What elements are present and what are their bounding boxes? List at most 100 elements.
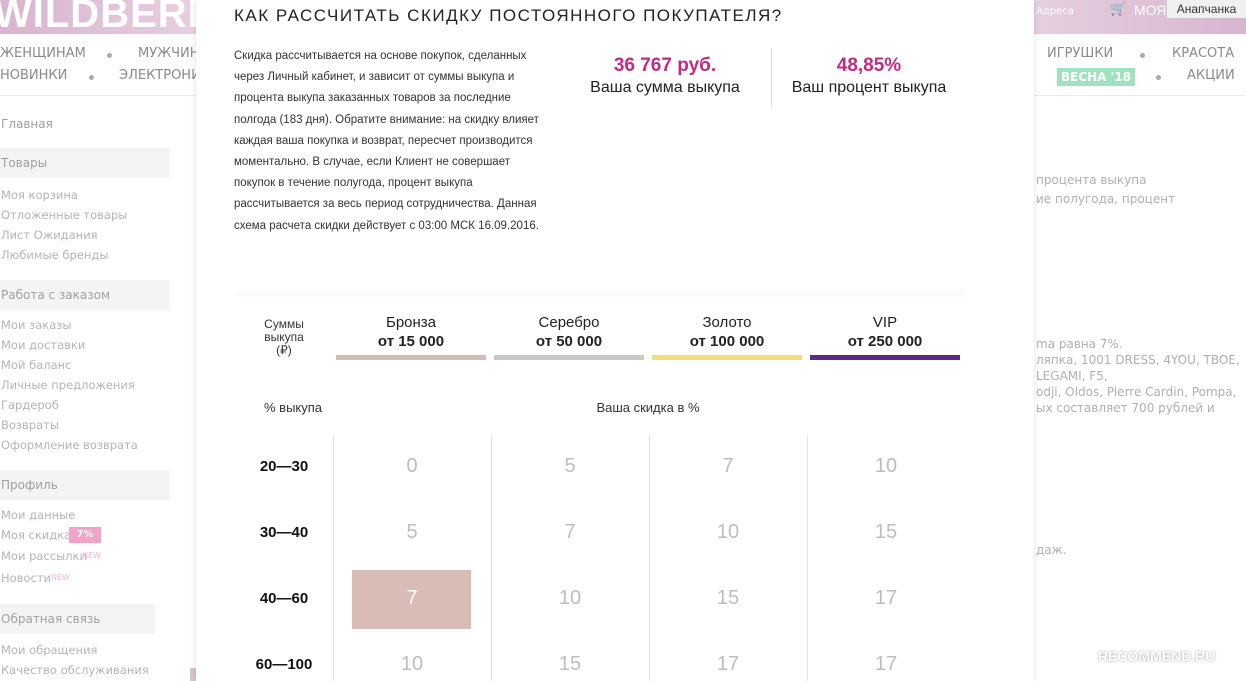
menu-link[interactable]: Моя корзина (1, 188, 78, 202)
discount-value: 15 (558, 653, 582, 675)
discount-value: 15 (874, 521, 898, 543)
description-line: каждая ваша покупка и возврат, пересчет … (234, 134, 533, 147)
sum-label: (₽) (276, 343, 292, 357)
menu-link[interactable]: Мои рассылки (1, 549, 87, 563)
tier-name: Бронза (385, 314, 437, 331)
nav-link[interactable]: КРАСОТА (1172, 46, 1235, 61)
menu-link[interactable]: Мой баланс (1, 358, 72, 372)
new-label: NEW (51, 573, 70, 582)
discount-value: 17 (874, 653, 898, 675)
description-line: покупок в течение полугода, процент выку… (234, 177, 473, 190)
modal-title: КАК РАССЧИТАТЬ СКИДКУ ПОСТОЯННОГО ПОКУПА… (234, 6, 783, 25)
bullet (107, 53, 112, 58)
discount-value: 7 (722, 455, 734, 477)
menu-link[interactable]: Мои данные (1, 508, 76, 522)
discount-value: 10 (400, 653, 424, 675)
menu-link[interactable]: Отложенные товары (1, 208, 128, 222)
bullet (1156, 75, 1161, 80)
section-title: Обратная связь (1, 612, 101, 626)
stat-value: 48,85% (836, 55, 902, 76)
section-box (0, 280, 170, 310)
description-line: Скидка рассчитывается на основе покупок,… (234, 50, 527, 62)
menu-link[interactable]: Новости (1, 571, 51, 585)
nav-link[interactable]: АКЦИИ (1187, 68, 1235, 83)
description-line: процента выкупа заказанных товаров за по… (234, 92, 511, 105)
row-range: 20—30 (259, 458, 309, 475)
highlight-cell (352, 570, 471, 629)
section-title: Профиль (1, 478, 58, 492)
bullet (1140, 53, 1145, 58)
tier-bar (494, 355, 644, 360)
user-name[interactable]: Анапчанка (1167, 0, 1246, 18)
row-range: 60—100 (255, 656, 313, 673)
addresses[interactable]: Адреса (1036, 6, 1074, 17)
grid-line (807, 435, 808, 681)
discount-value: 17 (874, 587, 898, 609)
menu-link[interactable]: Главная (1, 117, 53, 131)
background-text: LEGAMI, F5, (1036, 369, 1108, 383)
menu-link[interactable]: Гардероб (1, 398, 59, 412)
description-line: через Личный кабинет, и зависит от суммы… (234, 71, 515, 84)
tier-threshold: от 15 000 (377, 333, 445, 350)
nav-link[interactable]: ИГРУШКИ (1047, 46, 1114, 61)
stat-value: 36 767 руб. (613, 55, 717, 76)
menu-link[interactable]: Мои обращения (1, 643, 98, 657)
discount-value: 7 (406, 587, 418, 609)
discount-value: 5 (564, 455, 576, 477)
section-box (0, 148, 170, 178)
promo-badge[interactable]: ВЕСНА '18 (1057, 68, 1135, 86)
menu-link[interactable]: Возвраты (1, 418, 59, 432)
decor (190, 668, 196, 681)
background-text: odji, Oldos, Pierre Cardin, Pompa, (1036, 385, 1237, 399)
menu-link[interactable]: Моя скидка (1, 528, 72, 542)
discount-value: 15 (716, 587, 740, 609)
bullet (89, 75, 94, 80)
stats-divider (771, 48, 772, 108)
modal: КАК РАССЧИТАТЬ СКИДКУ ПОСТОЯННОГО ПОКУПА… (196, 0, 1034, 681)
my-account[interactable]: МОЯ (1134, 2, 1167, 18)
description-line: рассчитывается за весь период сотрудниче… (234, 198, 537, 211)
percent-label: % выкупа (264, 400, 323, 415)
menu-link[interactable]: Качество обслуживания (1, 663, 149, 677)
menu-link[interactable]: Мои заказы (1, 318, 72, 332)
sum-label: Суммы (264, 317, 304, 331)
tier-threshold: от 50 000 (535, 333, 603, 350)
section-shadow (236, 296, 966, 300)
tier-bar (810, 355, 960, 360)
background-text: даж. (1036, 543, 1067, 557)
discount-value: 10 (716, 521, 740, 543)
menu-link[interactable]: Лист Ожидания (1, 228, 98, 242)
menu-link[interactable]: Мои доставки (1, 338, 86, 352)
description-line: полгода (183 дня). Обратите внимание: на… (234, 113, 539, 126)
grid-line (649, 435, 650, 681)
nav-link[interactable]: НОВИНКИ (0, 68, 68, 83)
background-text: ие полугода, процент (1036, 192, 1176, 206)
nav-link[interactable]: ЖЕНЩИНАМ (0, 46, 86, 61)
menu-link[interactable]: Оформление возврата (1, 438, 138, 452)
cart-icon: 🛒 (1110, 2, 1127, 17)
new-label: NEW (82, 551, 101, 560)
section-title: Работа с заказом (1, 288, 111, 302)
header-band (0, 0, 196, 34)
tier-threshold: от 250 000 (847, 333, 923, 350)
nav-link[interactable]: ЭЛЕКТРОНИКА (119, 68, 219, 83)
tier-name: VIP (872, 314, 898, 331)
menu-link[interactable]: Личные предложения (1, 378, 135, 392)
badge: 7% (69, 527, 101, 543)
tier-name: Золото (702, 314, 752, 331)
watermark: RECOMMEND.RU (1098, 648, 1216, 664)
grid-line (491, 435, 492, 681)
discount-value: 10 (558, 587, 582, 609)
grid-line (333, 435, 334, 681)
discount-value: 7 (564, 521, 576, 543)
menu-link[interactable]: Любимые бренды (1, 248, 109, 262)
section-title: Товары (1, 156, 48, 170)
sum-label: выкупа (264, 330, 304, 344)
tier-bar (336, 355, 486, 360)
tier-threshold: от 100 000 (689, 333, 765, 350)
section-box (0, 604, 155, 634)
discount-value: 5 (406, 521, 418, 543)
background-text: ma равна 7%. (1036, 337, 1123, 351)
row-range: 40—60 (259, 590, 309, 607)
tier-bar (652, 355, 802, 360)
